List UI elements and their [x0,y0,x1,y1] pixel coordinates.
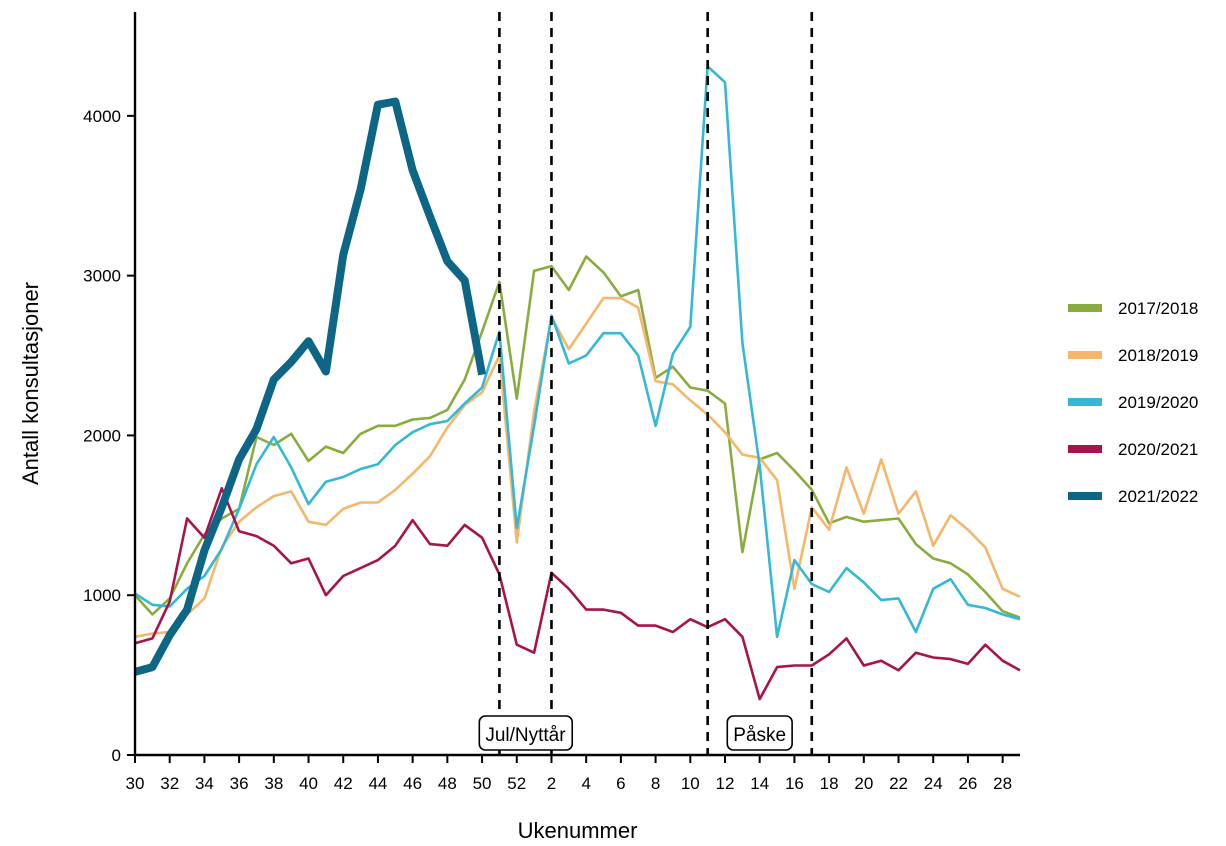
x-tick-label: 46 [403,774,422,793]
series-line-2020-2021 [134,486,1021,701]
x-tick-label: 42 [334,774,353,793]
x-tick-label: 40 [299,774,318,793]
legend: 2017/2018 2018/2019 2019/2020 2020/2021 2021… [1068,299,1198,506]
legend-swatch-2020-2021 [1068,445,1102,453]
legend-label-2020-2021: 2020/2021 [1118,440,1198,459]
y-tick-label: 3000 [83,267,121,286]
x-tick-label: 20 [854,774,873,793]
x-tick-label: 12 [716,774,735,793]
x-tick-label: 34 [195,774,214,793]
x-tick-label: 52 [507,774,526,793]
y-axis-title: Antall konsultasjoner [18,282,43,485]
y-tick-label: 0 [112,746,121,765]
legend-label-2017-2018: 2017/2018 [1118,299,1198,318]
x-axis-title: Ukenummer [518,818,638,843]
y-tick-label: 2000 [83,426,121,445]
x-tick-label: 10 [681,774,700,793]
x-tick-label: 32 [160,774,179,793]
x-tick-label: 14 [750,774,769,793]
y-tick-label: 4000 [83,107,121,126]
x-tick-label: 8 [651,774,660,793]
x-tick-label: 30 [126,774,145,793]
y-tick-label: 1000 [83,586,121,605]
x-tick-label: 26 [958,774,977,793]
annotation-label-jul-nytt-r: Jul/Nyttår [485,725,566,746]
x-tick-label: 28 [993,774,1012,793]
period-markers [498,12,814,755]
x-tick-label: 4 [581,774,590,793]
legend-swatch-2019-2020 [1068,398,1102,406]
annotation-box-p-ske [726,715,793,751]
series-line-2018-2019 [134,296,1021,639]
x-tick-label: 44 [368,774,387,793]
x-tick-label: 38 [264,774,283,793]
series-line-2021-2022 [133,97,487,676]
series-lines [133,65,1021,701]
x-tick-label: 16 [785,774,804,793]
legend-swatch-2021-2022 [1068,492,1102,500]
legend-swatch-2018-2019 [1068,351,1102,359]
legend-label-2018-2019: 2018/2019 [1118,346,1198,365]
series-line-2019-2020 [134,65,1021,639]
x-tick-label: 6 [616,774,625,793]
period-annotations: Jul/Nyttår Påske [478,715,793,751]
legend-label-2019-2020: 2019/2020 [1118,393,1198,412]
x-tick-label: 22 [889,774,908,793]
annotation-box-jul-nytt-r [478,715,574,751]
legend-swatch-2017-2018 [1068,304,1102,312]
annotation-label-p-ske: Påske [733,725,786,746]
legend-label-2021-2022: 2021/2022 [1118,487,1198,506]
x-tick-label: 2 [547,774,556,793]
x-tick-label: 24 [924,774,943,793]
x-tick-label: 50 [473,774,492,793]
x-tick-label: 18 [820,774,839,793]
x-tick-label: 36 [230,774,249,793]
series-line-2017-2018 [134,255,1021,619]
x-tick-label: 48 [438,774,457,793]
